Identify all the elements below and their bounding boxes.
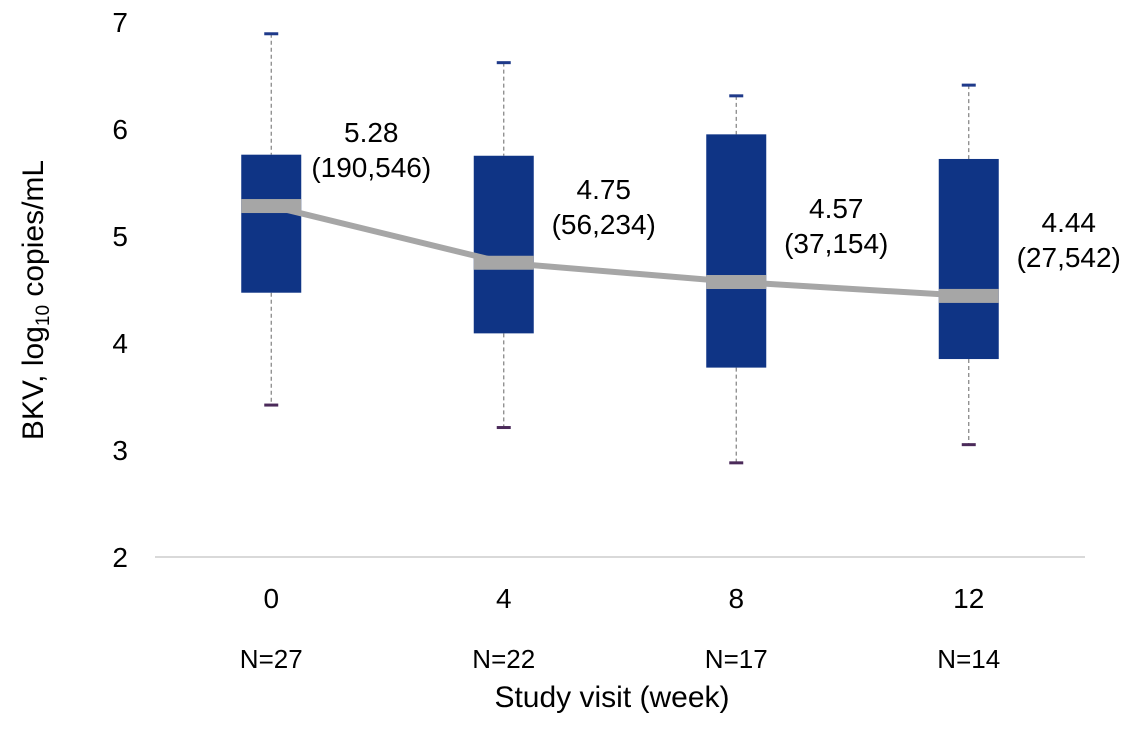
y-tick-label: 7 (112, 7, 128, 38)
median-copies-label: (37,154) (784, 228, 888, 259)
iqr-box (706, 134, 767, 368)
median-copies-label: (56,234) (552, 209, 656, 240)
median-marker (938, 288, 999, 303)
median-value-label: 4.44 (1042, 207, 1097, 238)
median-marker (473, 255, 534, 270)
median-copies-label: (190,546) (311, 152, 431, 183)
sample-size-label: N=17 (705, 644, 768, 674)
iqr-box (241, 154, 302, 293)
y-tick-label: 2 (112, 542, 128, 573)
x-tick-label: 4 (496, 583, 512, 614)
x-tick-label: 8 (728, 583, 744, 614)
y-tick-label: 6 (112, 114, 128, 145)
median-value-label: 5.28 (344, 117, 399, 148)
median-copies-label: (27,542) (1017, 242, 1121, 273)
y-tick-label: 5 (112, 221, 128, 252)
median-trend-line (270, 203, 969, 299)
median-marker (241, 199, 302, 214)
sample-size-label: N=22 (472, 644, 535, 674)
x-tick-label: 0 (263, 583, 279, 614)
median-value-label: 4.57 (809, 193, 864, 224)
sample-size-label: N=27 (240, 644, 303, 674)
sample-size-label: N=14 (937, 644, 1000, 674)
x-tick-label: 12 (953, 583, 984, 614)
y-tick-label: 3 (112, 435, 128, 466)
y-axis-title: BKV, log10 copies/mL (17, 159, 54, 441)
median-value-label: 4.75 (577, 174, 632, 205)
x-axis-title: Study visit (week) (494, 681, 730, 714)
iqr-box (938, 158, 999, 360)
y-tick-label: 4 (112, 328, 128, 359)
median-marker (706, 275, 767, 290)
iqr-box (473, 155, 534, 334)
